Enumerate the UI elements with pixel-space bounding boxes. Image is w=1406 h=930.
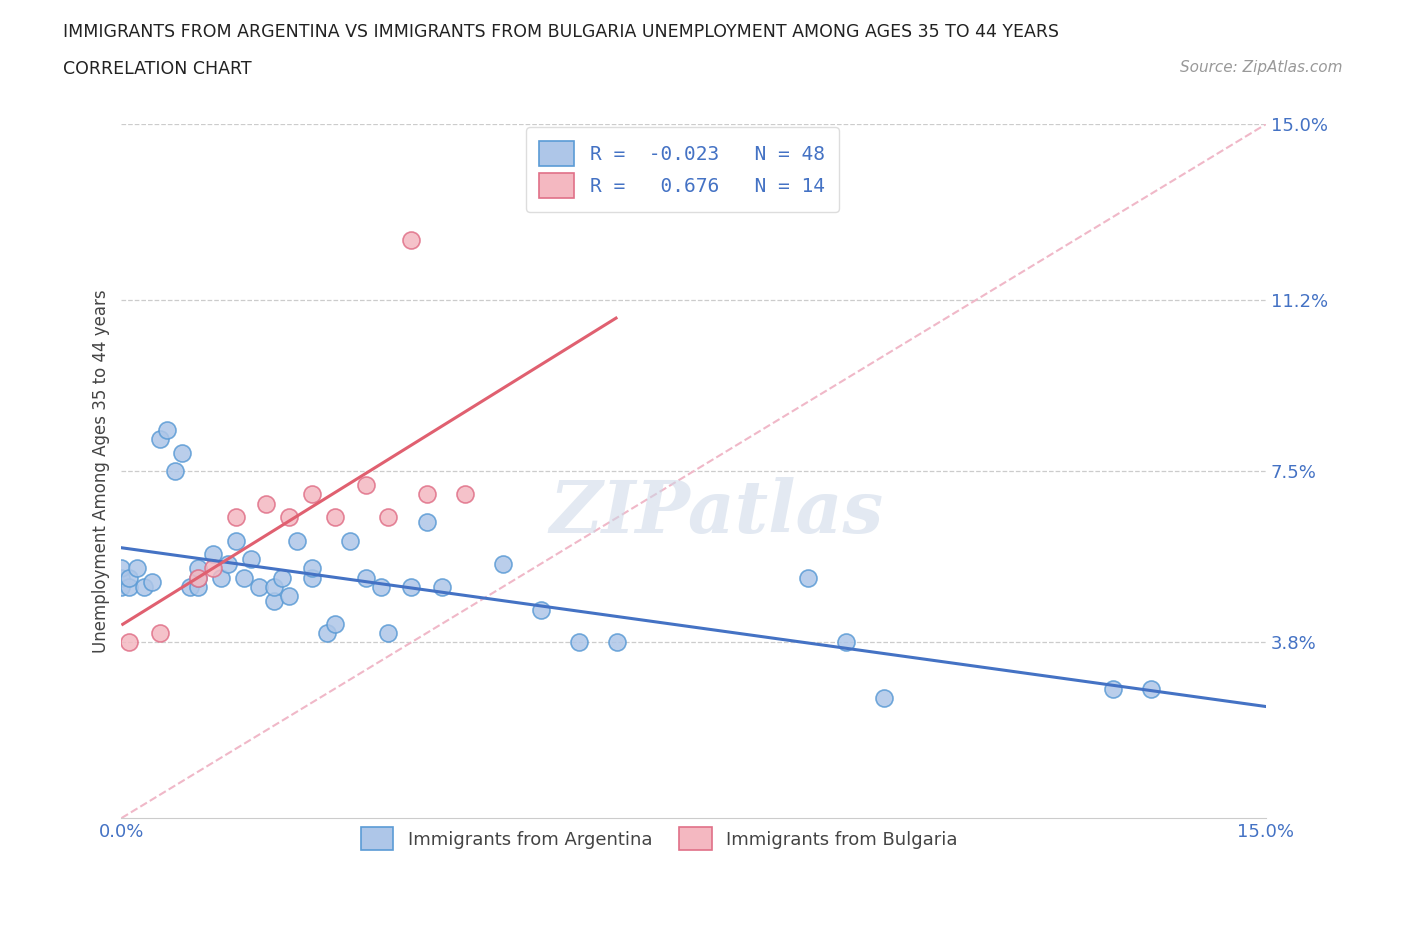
Point	[187, 570, 209, 585]
Point	[232, 570, 254, 585]
Point	[118, 570, 141, 585]
Text: Source: ZipAtlas.com: Source: ZipAtlas.com	[1180, 60, 1343, 75]
Point	[401, 579, 423, 594]
Point	[125, 561, 148, 576]
Text: ZIPatlas: ZIPatlas	[550, 477, 883, 549]
Point	[415, 514, 437, 529]
Point	[301, 570, 323, 585]
Point	[339, 533, 361, 548]
Point	[401, 232, 423, 247]
Point	[323, 617, 346, 631]
Text: IMMIGRANTS FROM ARGENTINA VS IMMIGRANTS FROM BULGARIA UNEMPLOYMENT AMONG AGES 35: IMMIGRANTS FROM ARGENTINA VS IMMIGRANTS …	[63, 23, 1059, 41]
Point	[118, 635, 141, 650]
Point	[278, 589, 301, 604]
Point	[163, 464, 186, 479]
Point	[377, 510, 399, 525]
Point	[797, 570, 820, 585]
Point	[172, 445, 194, 460]
Point	[354, 570, 377, 585]
Legend: Immigrants from Argentina, Immigrants from Bulgaria: Immigrants from Argentina, Immigrants fr…	[353, 820, 965, 857]
Point	[415, 487, 437, 502]
Point	[263, 579, 285, 594]
Point	[568, 635, 591, 650]
Point	[110, 561, 132, 576]
Point	[149, 432, 172, 446]
Point	[263, 593, 285, 608]
Point	[217, 556, 239, 571]
Point	[179, 579, 201, 594]
Point	[873, 690, 896, 705]
Point	[530, 603, 553, 618]
Point	[240, 551, 263, 566]
Point	[454, 487, 477, 502]
Point	[492, 556, 515, 571]
Point	[835, 635, 858, 650]
Point	[323, 510, 346, 525]
Point	[201, 561, 224, 576]
Point	[141, 575, 163, 590]
Text: CORRELATION CHART: CORRELATION CHART	[63, 60, 252, 78]
Point	[285, 533, 308, 548]
Point	[225, 533, 247, 548]
Point	[370, 579, 392, 594]
Point	[301, 487, 323, 502]
Point	[606, 635, 628, 650]
Point	[247, 579, 270, 594]
Point	[156, 422, 179, 437]
Point	[134, 579, 156, 594]
Point	[209, 570, 232, 585]
Point	[118, 579, 141, 594]
Point	[149, 626, 172, 641]
Point	[254, 496, 277, 511]
Point	[1140, 681, 1163, 696]
Point	[187, 570, 209, 585]
Point	[110, 579, 132, 594]
Point	[187, 579, 209, 594]
Point	[278, 510, 301, 525]
Point	[377, 626, 399, 641]
Point	[270, 570, 292, 585]
Point	[354, 478, 377, 493]
Point	[225, 510, 247, 525]
Point	[316, 626, 339, 641]
Point	[187, 561, 209, 576]
Point	[201, 547, 224, 562]
Point	[110, 570, 132, 585]
Point	[1102, 681, 1125, 696]
Y-axis label: Unemployment Among Ages 35 to 44 years: Unemployment Among Ages 35 to 44 years	[93, 289, 110, 653]
Point	[430, 579, 453, 594]
Point	[301, 561, 323, 576]
